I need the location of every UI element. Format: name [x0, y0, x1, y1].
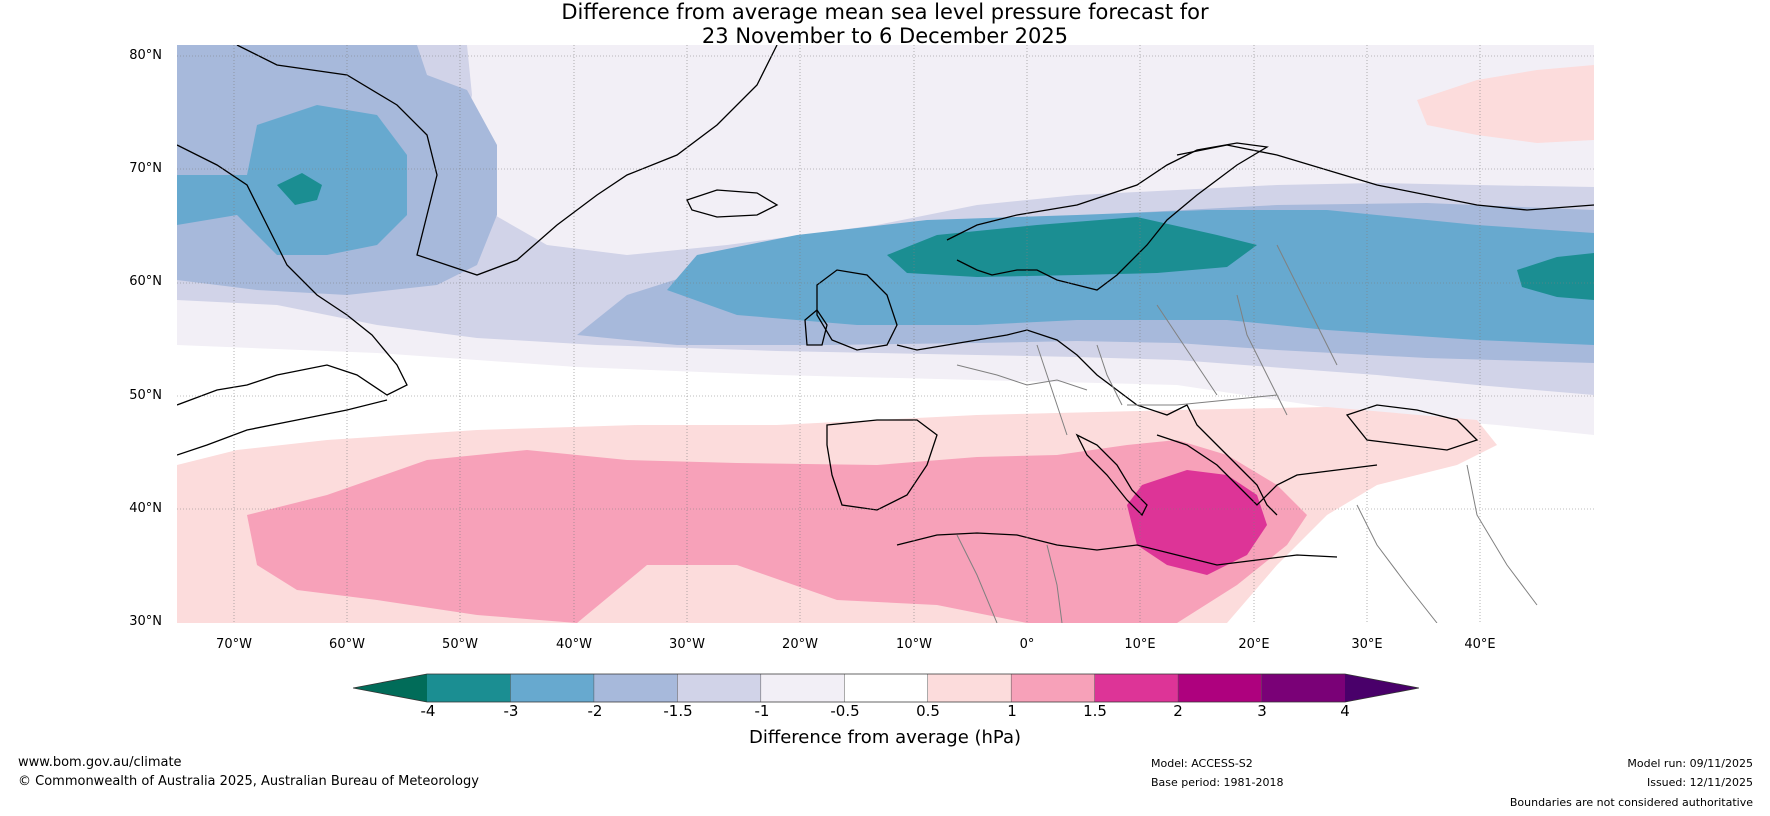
lon-label: 60°W: [329, 637, 365, 652]
footer-base-period: Base period: 1981-2018: [1151, 776, 1284, 789]
border: [1156, 304, 1218, 396]
colorbar-tick: -0.5: [830, 702, 860, 720]
border: [1276, 244, 1338, 366]
coastlines: [177, 45, 1594, 566]
colorbar-segment: [677, 674, 762, 702]
contour-minus-3-far-east: [1517, 253, 1594, 300]
colorbar-tick: -3: [503, 702, 519, 720]
footer-model-run: Model run: 09/11/2025: [1627, 757, 1753, 770]
chart-title: Difference from average mean sea level p…: [0, 0, 1770, 48]
colorbar-tick: 0.5: [916, 702, 940, 720]
contour-minus-2-east: [667, 210, 1594, 345]
colorbar-tick: 1: [1007, 702, 1017, 720]
scandinavia-coast: [946, 142, 1269, 291]
colorbar-extend-high: [1345, 674, 1419, 702]
colorbar-segment: [593, 674, 678, 702]
colorbar-tick: -4: [420, 702, 436, 720]
lon-label: 40°W: [556, 637, 592, 652]
lon-label: 10°W: [896, 637, 932, 652]
colorbar-segment: [927, 674, 1012, 702]
lat-label: 30°N: [129, 614, 162, 629]
border: [1127, 394, 1278, 406]
colorbar-segment: [1094, 674, 1179, 702]
colorbar-tick: 3: [1257, 702, 1267, 720]
border: [1046, 544, 1063, 623]
colorbar-segments: [427, 674, 1346, 702]
balkans-coast: [1156, 434, 1378, 506]
lon-label: 20°E: [1238, 637, 1270, 652]
colorbar-segment: [760, 674, 845, 702]
contour-minus-3-west: [277, 173, 322, 205]
iceland-coast: [686, 189, 779, 218]
colorbar-tick: 1.5: [1083, 702, 1107, 720]
contour-minus-3-east: [887, 217, 1257, 277]
contour-plus-1-5: [1127, 470, 1267, 575]
footer-url[interactable]: www.bom.gov.au/climate: [18, 755, 182, 770]
border: [1096, 344, 1123, 406]
lon-label: 30°E: [1351, 637, 1383, 652]
north-africa-coast: [896, 532, 1338, 566]
iberia-coast: [826, 419, 938, 511]
footer-model: Model: ACCESS-S2: [1151, 757, 1253, 770]
pressure-anomaly-map: [177, 45, 1594, 623]
colorbar-tick: -1: [754, 702, 770, 720]
lon-label: 30°W: [669, 637, 705, 652]
lon-label: 50°W: [442, 637, 478, 652]
colorbar-segment: [1011, 674, 1096, 702]
lon-label: 70°W: [216, 637, 252, 652]
title-line-2: 23 November to 6 December 2025: [701, 24, 1069, 48]
footer-copyright: © Commonwealth of Australia 2025, Austra…: [18, 774, 479, 789]
colorbar-segment: [1261, 674, 1346, 702]
lon-label: 0°: [1019, 637, 1035, 652]
canada-coast: [177, 144, 408, 406]
border: [956, 534, 998, 623]
graticule: [177, 45, 1594, 623]
colorbar-title: Difference from average (hPa): [748, 727, 1022, 748]
border: [1036, 344, 1068, 436]
lat-label: 60°N: [129, 274, 162, 289]
title-line-1: Difference from average mean sea level p…: [561, 0, 1209, 24]
lat-label: 70°N: [129, 161, 162, 176]
colorbar-tick: 2: [1173, 702, 1183, 720]
lat-label: 80°N: [129, 48, 162, 63]
colorbar-tick: 4: [1340, 702, 1350, 720]
colorbar-segment: [510, 674, 595, 702]
black-sea-coast: [1345, 404, 1479, 451]
colorbar-segment: [427, 674, 511, 702]
italy-coast: [1075, 433, 1148, 517]
british-isles-coast: [816, 269, 898, 351]
border: [1466, 464, 1538, 606]
greenland-coast: [236, 45, 778, 276]
canada-lower-coast: [177, 399, 388, 456]
lat-label: 40°N: [129, 501, 162, 516]
colorbar: [353, 673, 1419, 703]
footer-disclaimer: Boundaries are not considered authoritat…: [1509, 796, 1753, 809]
footer-issued: Issued: 12/11/2025: [1646, 776, 1753, 789]
country-borders: [956, 244, 1538, 623]
norway-coast-north: [1176, 144, 1594, 211]
lon-label: 20°W: [782, 637, 818, 652]
colorbar-segment: [1178, 674, 1263, 702]
lon-label: 40°E: [1464, 637, 1496, 652]
colorbar-tick: -1.5: [663, 702, 693, 720]
ireland-coast: [804, 309, 828, 346]
europe-coast: [896, 329, 1278, 516]
lat-label: 50°N: [129, 388, 162, 403]
contour-plus-1: [247, 440, 1307, 623]
colorbar-segment: [844, 674, 929, 702]
colorbar-tick: -2: [587, 702, 603, 720]
contour-plus-0-5-arctic: [1417, 65, 1594, 143]
lon-label: 10°E: [1124, 637, 1156, 652]
colorbar-extend-low: [353, 674, 427, 702]
